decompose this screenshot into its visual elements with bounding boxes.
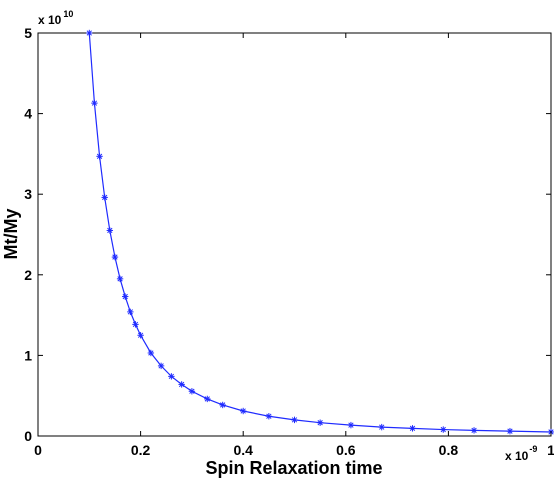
data-point-marker xyxy=(204,395,211,403)
y-tick-label: 0 xyxy=(24,428,32,444)
y-tick-label: 4 xyxy=(24,106,32,122)
data-point-marker xyxy=(316,419,324,426)
data-point-marker xyxy=(168,373,175,380)
x-tick-label: 0.6 xyxy=(336,442,356,458)
data-point-marker xyxy=(96,153,103,160)
data-point-marker xyxy=(219,401,226,409)
x-tick-label: 1 xyxy=(547,442,554,458)
data-point-marker xyxy=(127,308,134,316)
data-point-marker xyxy=(137,332,144,339)
y-axis-multiplier-exponent: 10 xyxy=(63,9,73,19)
data-point-marker xyxy=(409,425,416,432)
x-axis-multiplier-exponent: -9 xyxy=(529,444,537,454)
data-point-marker xyxy=(157,362,165,370)
x-tick-label: 0.8 xyxy=(439,442,459,458)
y-tick-label: 5 xyxy=(24,25,32,41)
x-tick-label: 0.4 xyxy=(233,442,253,458)
data-point-marker xyxy=(116,275,124,283)
plot-area xyxy=(37,32,552,437)
y-tick-label: 2 xyxy=(24,267,32,283)
y-axis-multiplier: x 10 10 xyxy=(38,9,73,27)
axis-layer: 0 0.2 0.4 0.6 0.8 1 0 1 2 3 4 5 xyxy=(24,25,554,458)
data-point-marker xyxy=(122,293,129,300)
data-point-marker xyxy=(440,426,447,433)
data-point-marker xyxy=(86,29,93,37)
data-point-marker xyxy=(347,421,355,429)
data-point-marker xyxy=(506,427,514,435)
data-point-marker xyxy=(147,349,155,357)
x-axis-multiplier: x 10-9 xyxy=(505,444,537,463)
series-layer xyxy=(86,29,554,436)
x-axis-multiplier-base: x 10 xyxy=(505,449,529,463)
data-point-marker xyxy=(91,99,98,107)
x-tick-label: 0.2 xyxy=(131,442,151,458)
data-point-marker xyxy=(101,194,108,201)
data-point-marker xyxy=(378,423,385,431)
data-point-marker xyxy=(188,388,196,395)
data-point-marker xyxy=(239,407,247,415)
y-axis-label: Mt/My xyxy=(1,209,21,260)
y-axis-multiplier-base: x 10 xyxy=(38,13,62,27)
data-point-marker xyxy=(106,227,114,234)
data-point-marker xyxy=(111,253,119,261)
data-point-marker xyxy=(470,427,478,434)
x-axis-label: Spin Relaxation time xyxy=(205,458,382,478)
x-tick-label: 0 xyxy=(34,442,42,458)
data-point-marker xyxy=(265,413,273,420)
data-point-marker xyxy=(132,321,139,328)
y-tick-label: 1 xyxy=(24,347,32,363)
y-tick-label: 3 xyxy=(24,186,32,202)
data-point-marker xyxy=(178,381,185,388)
data-point-marker xyxy=(291,416,298,424)
